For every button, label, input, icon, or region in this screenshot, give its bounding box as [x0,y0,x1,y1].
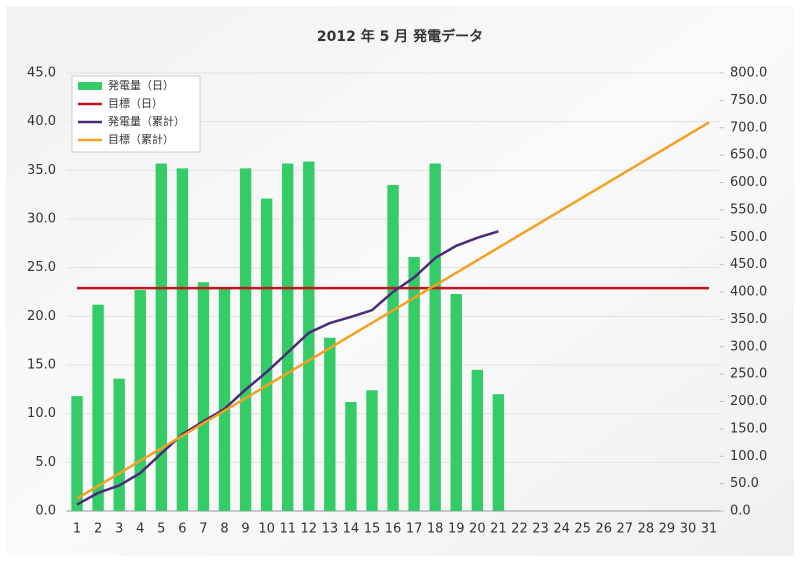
bar [197,282,210,511]
y2-tick-label: 250.0 [730,367,767,382]
x-tick-label: 3 [115,522,123,537]
x-tick-label: 27 [617,522,634,537]
x-tick-label: 6 [178,522,186,537]
legend-label: 目標（日） [108,96,163,110]
bar [92,304,104,511]
bar [345,401,357,511]
bar [260,198,273,511]
line [76,230,499,506]
x-tick-label: 4 [136,522,144,537]
x-tick-label: 19 [448,522,465,537]
x-tick-label: 22 [511,522,528,537]
legend-swatch [78,82,102,90]
y2-tick-label: 100.0 [730,449,767,464]
x-tick-label: 12 [301,522,318,537]
bar [71,396,83,511]
y2-tick-label: 300.0 [730,339,767,354]
y-tick-label: 20.0 [27,309,56,324]
x-tick-label: 30 [680,522,697,537]
bar [155,163,167,511]
y-tick-label: 25.0 [27,260,56,275]
y2-tick-label: 150.0 [730,421,767,436]
x-tick-label: 1 [73,522,81,537]
x-tick-label: 29 [659,522,676,537]
x-tick-label: 9 [241,522,249,537]
x-tick-label: 7 [199,522,207,537]
x-tick-label: 16 [385,522,402,537]
y2-tick-label: 50.0 [730,476,759,491]
bar [387,184,399,511]
bar [366,390,378,511]
bar [408,256,420,511]
bar [282,163,294,511]
x-tick-label: 26 [595,522,612,537]
x-tick-label: 2 [94,522,102,537]
x-tick-label: 31 [701,522,718,537]
x-tick-label: 28 [638,522,655,537]
x-tick-label: 14 [343,522,360,537]
x-tick-label: 17 [406,522,423,537]
bar [134,290,146,511]
y-tick-label: 0.0 [35,504,56,519]
x-tick-label: 24 [553,522,570,537]
y-tick-label: 30.0 [27,212,56,227]
bar [113,378,125,511]
y-tick-label: 40.0 [27,114,56,129]
y2-tick-label: 700.0 [730,120,767,135]
y-tick-label: 15.0 [27,358,56,373]
bar [450,293,462,511]
x-tick-label: 8 [220,522,228,537]
bar [303,161,315,511]
y2-tick-label: 350.0 [730,312,767,327]
line [76,121,710,500]
bar [176,168,189,512]
x-tick-label: 25 [574,522,591,537]
x-tick-label: 23 [532,522,549,537]
y2-tick-label: 400.0 [730,285,767,300]
legend-label: 発電量（日） [108,78,174,92]
x-tick-label: 13 [322,522,339,537]
bar [324,337,336,511]
bar [429,163,441,511]
y2-tick-label: 200.0 [730,394,767,409]
y2-tick-label: 450.0 [730,257,767,272]
bar [492,394,505,511]
y-tick-label: 45.0 [27,66,56,81]
x-tick-label: 18 [427,522,444,537]
bar [218,289,231,511]
x-tick-label: 15 [364,522,381,537]
y2-tick-label: 600.0 [730,175,767,190]
x-tick-label: 21 [490,522,507,537]
y-tick-label: 5.0 [35,455,56,470]
y2-tick-label: 550.0 [730,202,767,217]
y2-tick-label: 650.0 [730,148,767,163]
y2-tick-label: 750.0 [730,93,767,108]
y-tick-label: 35.0 [27,163,56,178]
y-tick-label: 10.0 [27,406,56,421]
x-tick-label: 11 [279,522,296,537]
y2-tick-label: 500.0 [730,230,767,245]
bar [239,168,252,512]
bar [471,369,484,511]
legend-label: 目標（累計） [108,132,174,146]
y2-tick-label: 800.0 [730,66,767,81]
x-tick-label: 20 [469,522,486,537]
x-tick-label: 5 [157,522,165,537]
x-tick-label: 10 [258,522,275,537]
y2-tick-label: 0.0 [730,504,751,519]
chart-title: 2012 年 5 月 発電データ [317,28,483,45]
legend-label: 発電量（累計） [108,114,185,128]
